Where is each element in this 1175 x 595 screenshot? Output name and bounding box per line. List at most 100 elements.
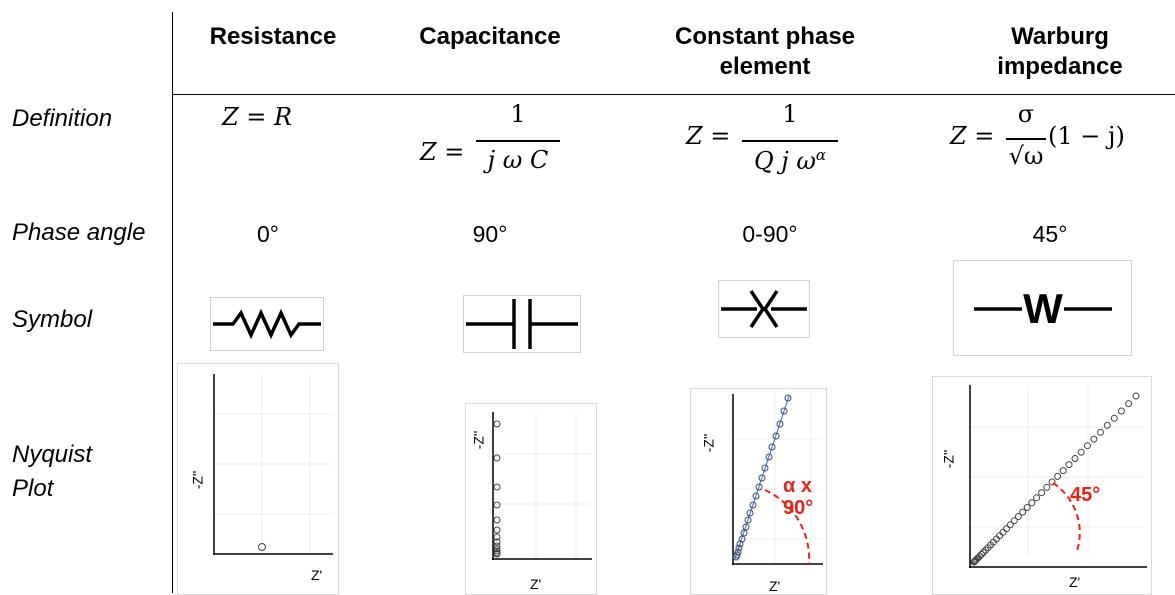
data-point: [765, 453, 773, 461]
symbol-resistance: [210, 297, 324, 351]
row-label-phase-angle: Phase angle: [12, 219, 146, 246]
data-point: [493, 454, 501, 462]
data-point: [772, 432, 780, 440]
definition-cpe-lhs: Z =: [686, 122, 731, 150]
cpe-numerator: 1: [782, 100, 798, 128]
nyquist-plot-cpe: -Z'' Z' α x 90°: [690, 388, 827, 595]
phase-angle-warburg: 45°: [1032, 221, 1068, 247]
angle-arc: [764, 489, 811, 565]
data-point: [493, 526, 501, 534]
warburg-denominator: √ω: [1008, 142, 1044, 170]
header-resistance: Resistance: [209, 23, 337, 50]
data-point: [979, 548, 987, 556]
data-point: [740, 529, 748, 537]
data-point: [1065, 461, 1073, 469]
data-point: [1077, 448, 1085, 456]
y-axis-label: -Z'': [700, 433, 717, 453]
data-point: [493, 538, 501, 546]
fraction-bar: [742, 140, 838, 142]
data-point: [493, 483, 501, 491]
data-point: [758, 474, 766, 482]
nyquist-plot-warburg: -Z'' Z' 45°: [932, 376, 1152, 595]
data-point: [776, 420, 784, 428]
y-axis-label: -Z'': [470, 430, 487, 450]
fraction-bar: [1006, 138, 1046, 140]
x-axis-label: Z': [1069, 574, 1081, 590]
data-point: [1038, 489, 1046, 497]
data-point: [493, 533, 501, 541]
x-axis-label: Z': [311, 567, 323, 583]
data-point: [1059, 467, 1067, 475]
data-point: [977, 551, 985, 558]
data-point: [1033, 494, 1041, 502]
x-axis-label: Z': [530, 576, 542, 592]
definition-capacitance-lhs: Z =: [420, 138, 465, 166]
data-point: [976, 552, 984, 560]
data-point: [749, 501, 757, 509]
data-point: [493, 547, 501, 555]
data-point: [1132, 392, 1140, 400]
warburg-angle-annotation: 45°: [1070, 484, 1101, 506]
nyquist-plot-capacitance: -Z'' Z': [465, 403, 597, 595]
cpe-angle-annotation: α x 90°: [783, 475, 814, 519]
row-label-symbol: Symbol: [12, 306, 93, 333]
data-point: [493, 545, 501, 553]
data-point: [1054, 472, 1062, 480]
data-point: [1019, 508, 1027, 516]
data-point: [999, 528, 1007, 536]
data-point: [1084, 442, 1091, 450]
data-point: [1003, 525, 1011, 533]
data-point: [493, 501, 501, 509]
data-point: [493, 550, 501, 558]
data-point: [1117, 407, 1125, 415]
definition-resistance: Z = R: [222, 103, 293, 131]
cpe-denominator: Q j ωα: [753, 146, 827, 175]
header-capacitance: Capacitance: [419, 23, 561, 50]
data-point: [761, 464, 769, 472]
data-point: [755, 483, 763, 491]
x-axis-label: Z': [769, 578, 781, 594]
data-point: [744, 516, 752, 524]
data-point: [1110, 414, 1118, 422]
data-point: [1043, 483, 1051, 491]
data-point: [1006, 521, 1014, 529]
definition-cpe-fraction: 1 Q j ωα: [742, 100, 838, 180]
data-point: [493, 542, 501, 550]
data-point: [1097, 428, 1104, 436]
data-point: [735, 544, 743, 552]
definition-warburg-lhs: Z =: [950, 122, 995, 150]
capacitance-numerator: 1: [510, 100, 526, 128]
row-label-definition: Definition: [12, 105, 113, 132]
header-constant-phase-element: Constant phase element: [674, 23, 856, 80]
data-point: [1023, 504, 1031, 511]
definition-warburg-rhs: (1 − j): [1048, 122, 1125, 150]
data-point: [493, 420, 501, 428]
nyquist-capacitance-canvas: [492, 412, 592, 560]
data-point: [752, 492, 760, 500]
symbol-cpe: [718, 280, 810, 338]
data-point: [768, 443, 776, 451]
data-point: [746, 509, 754, 517]
row-label-nyquist-plot: Nyquist Plot: [12, 441, 93, 502]
data-point: [1010, 517, 1018, 525]
y-axis-label: -Z'': [189, 470, 206, 490]
data-point: [258, 543, 266, 551]
data-point: [1071, 455, 1079, 462]
symbol-capacitance: [463, 295, 581, 353]
warburg-w-icon: [974, 307, 1112, 311]
table-vertical-divider: [172, 12, 173, 593]
nyquist-resistance-canvas: [213, 374, 333, 555]
data-point: [732, 553, 740, 561]
phase-angle-cpe: 0-90°: [742, 221, 798, 247]
warburg-letter: W: [1023, 285, 1063, 332]
fit-line: [734, 395, 790, 560]
data-point: [982, 546, 990, 554]
definition-warburg-fraction: σ √ω: [1006, 100, 1046, 180]
capacitance-denominator: j ω C: [487, 146, 549, 174]
data-point: [1014, 513, 1022, 520]
data-point: [742, 523, 750, 531]
data-point: [1125, 400, 1133, 408]
y-axis-label: -Z'': [940, 449, 957, 469]
definition-capacitance-fraction: 1 j ω C: [476, 100, 560, 180]
warburg-numerator: σ: [1017, 100, 1035, 128]
